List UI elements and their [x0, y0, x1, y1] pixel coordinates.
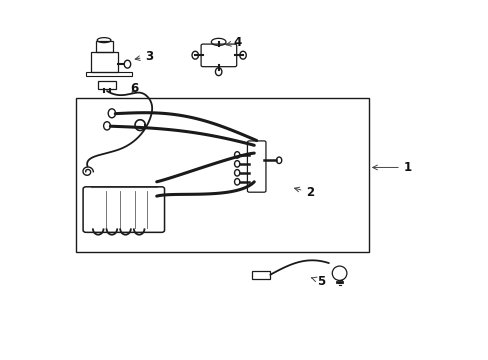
Text: 2: 2: [294, 186, 314, 199]
Bar: [86, 72, 132, 76]
Text: 3: 3: [135, 50, 153, 63]
Text: 4: 4: [226, 36, 241, 49]
Bar: [96, 41, 113, 52]
Text: 5: 5: [311, 275, 325, 288]
Text: 1: 1: [372, 161, 411, 174]
Text: 6: 6: [130, 82, 139, 95]
Bar: [91, 52, 118, 72]
Bar: [251, 271, 270, 279]
Bar: [76, 98, 368, 252]
Bar: [98, 81, 116, 89]
